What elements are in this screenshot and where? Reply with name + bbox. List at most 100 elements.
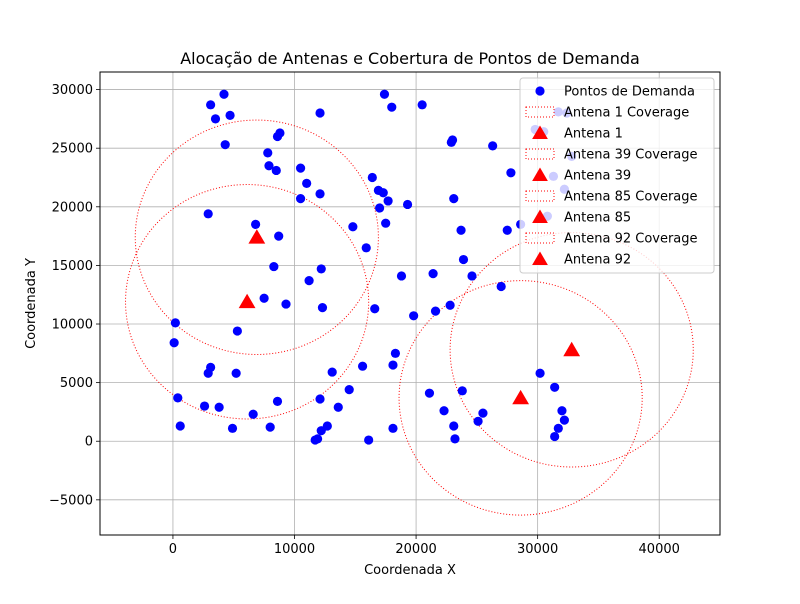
- demand-point: [550, 431, 560, 442]
- demand-point: [387, 102, 397, 112]
- y-tick-label: 30000: [52, 83, 93, 98]
- demand-point: [449, 193, 459, 204]
- x-tick-label: 20000: [395, 542, 436, 557]
- legend-antenna-marker: [532, 251, 548, 265]
- demand-point: [361, 243, 371, 253]
- legend-label: Antena 92 Coverage: [564, 232, 698, 247]
- demand-point: [263, 148, 273, 158]
- legend-label: Antena 92: [564, 253, 631, 268]
- demand-point: [379, 89, 390, 99]
- demand-point: [535, 368, 545, 378]
- x-tick-label: 0: [169, 542, 177, 557]
- demand-point: [409, 311, 419, 321]
- demand-point: [357, 361, 368, 371]
- demand-point: [199, 401, 210, 411]
- demand-point: [269, 261, 279, 272]
- demand-point: [375, 203, 385, 213]
- demand-point: [364, 435, 374, 445]
- demand-point: [439, 406, 449, 416]
- antenna-marker: [238, 293, 256, 309]
- legend-label: Antena 85: [564, 211, 631, 226]
- demand-point: [388, 423, 398, 433]
- demand-point: [220, 140, 230, 150]
- demand-point: [272, 396, 283, 406]
- demand-point: [378, 188, 388, 198]
- demand-point: [316, 426, 326, 436]
- demand-point: [550, 382, 560, 392]
- demand-point: [457, 386, 467, 396]
- demand-point: [295, 193, 306, 204]
- x-axis-ticks: 0 10000 20000 30000 40000: [169, 535, 680, 557]
- demand-point: [304, 276, 314, 286]
- coverage-circle: [449, 232, 694, 468]
- demand-point: [447, 135, 458, 145]
- antenna-marker: [563, 341, 581, 357]
- demand-point: [506, 168, 516, 178]
- coverage-circle: [398, 280, 643, 516]
- legend-antenna-marker: [532, 167, 548, 181]
- demand-point: [203, 368, 213, 378]
- demand-point: [175, 421, 185, 431]
- coverage-circle: [134, 119, 379, 355]
- demand-point: [396, 271, 407, 281]
- demand-point: [348, 222, 358, 232]
- legend-label: Antena 1 Coverage: [564, 106, 689, 121]
- demand-point: [502, 225, 512, 235]
- demand-point: [456, 225, 466, 235]
- demand-point: [169, 338, 179, 348]
- demand-point: [232, 326, 242, 336]
- x-tick-label: 30000: [517, 542, 558, 557]
- demand-point: [381, 218, 391, 228]
- demand-point: [390, 348, 401, 358]
- legend-point-marker: [535, 86, 545, 96]
- demand-point: [315, 108, 325, 118]
- legend-coverage-marker: [525, 190, 555, 202]
- demand-point: [402, 199, 413, 210]
- demand-point: [227, 423, 238, 433]
- antenna-markers: [238, 229, 581, 405]
- demand-point: [449, 421, 459, 431]
- demand-point: [367, 172, 377, 183]
- demand-point: [315, 394, 325, 404]
- demand-point: [467, 271, 477, 281]
- demand-point: [219, 89, 229, 99]
- demand-point: [203, 209, 213, 219]
- plot-frame: [99, 71, 721, 536]
- demand-point: [428, 269, 438, 279]
- legend-label: Antena 39: [564, 169, 631, 184]
- legend-coverage-marker: [525, 106, 555, 118]
- coverage-circles: [125, 119, 694, 516]
- demand-point: [248, 409, 258, 419]
- x-tick-label: 10000: [274, 542, 315, 557]
- demand-point: [225, 110, 235, 120]
- demand-point: [370, 304, 380, 314]
- demand-point: [553, 423, 563, 433]
- legend-antenna-marker: [532, 209, 548, 223]
- legend-label: Pontos de Demanda: [564, 85, 695, 100]
- legend-label: Antena 85 Coverage: [564, 190, 698, 205]
- demand-point: [231, 368, 241, 378]
- legend-coverage-marker: [525, 232, 555, 244]
- demand-point: [173, 393, 183, 403]
- legend-antenna-marker: [532, 125, 548, 139]
- demand-point: [458, 254, 469, 265]
- demand-point: [315, 189, 325, 199]
- demand-point: [259, 293, 269, 303]
- demand-point: [316, 264, 326, 274]
- legend-coverage-marker: [525, 148, 555, 160]
- y-tick-label: 20000: [52, 200, 93, 215]
- demand-point: [274, 231, 284, 241]
- antenna-marker: [248, 229, 266, 244]
- demand-point: [424, 388, 435, 398]
- demand-point: [327, 367, 337, 377]
- demand-point: [445, 300, 455, 310]
- y-axis-label: Coordenada Y: [24, 258, 39, 349]
- demand-point: [333, 402, 343, 412]
- demand-point: [281, 299, 291, 309]
- demand-point: [170, 318, 180, 328]
- demand-point: [383, 196, 393, 206]
- y-axis-ticks: −5000 0 5000 10000 15000 20000 25000 30000: [49, 83, 100, 508]
- demand-point: [559, 415, 569, 425]
- demand-point: [430, 306, 441, 316]
